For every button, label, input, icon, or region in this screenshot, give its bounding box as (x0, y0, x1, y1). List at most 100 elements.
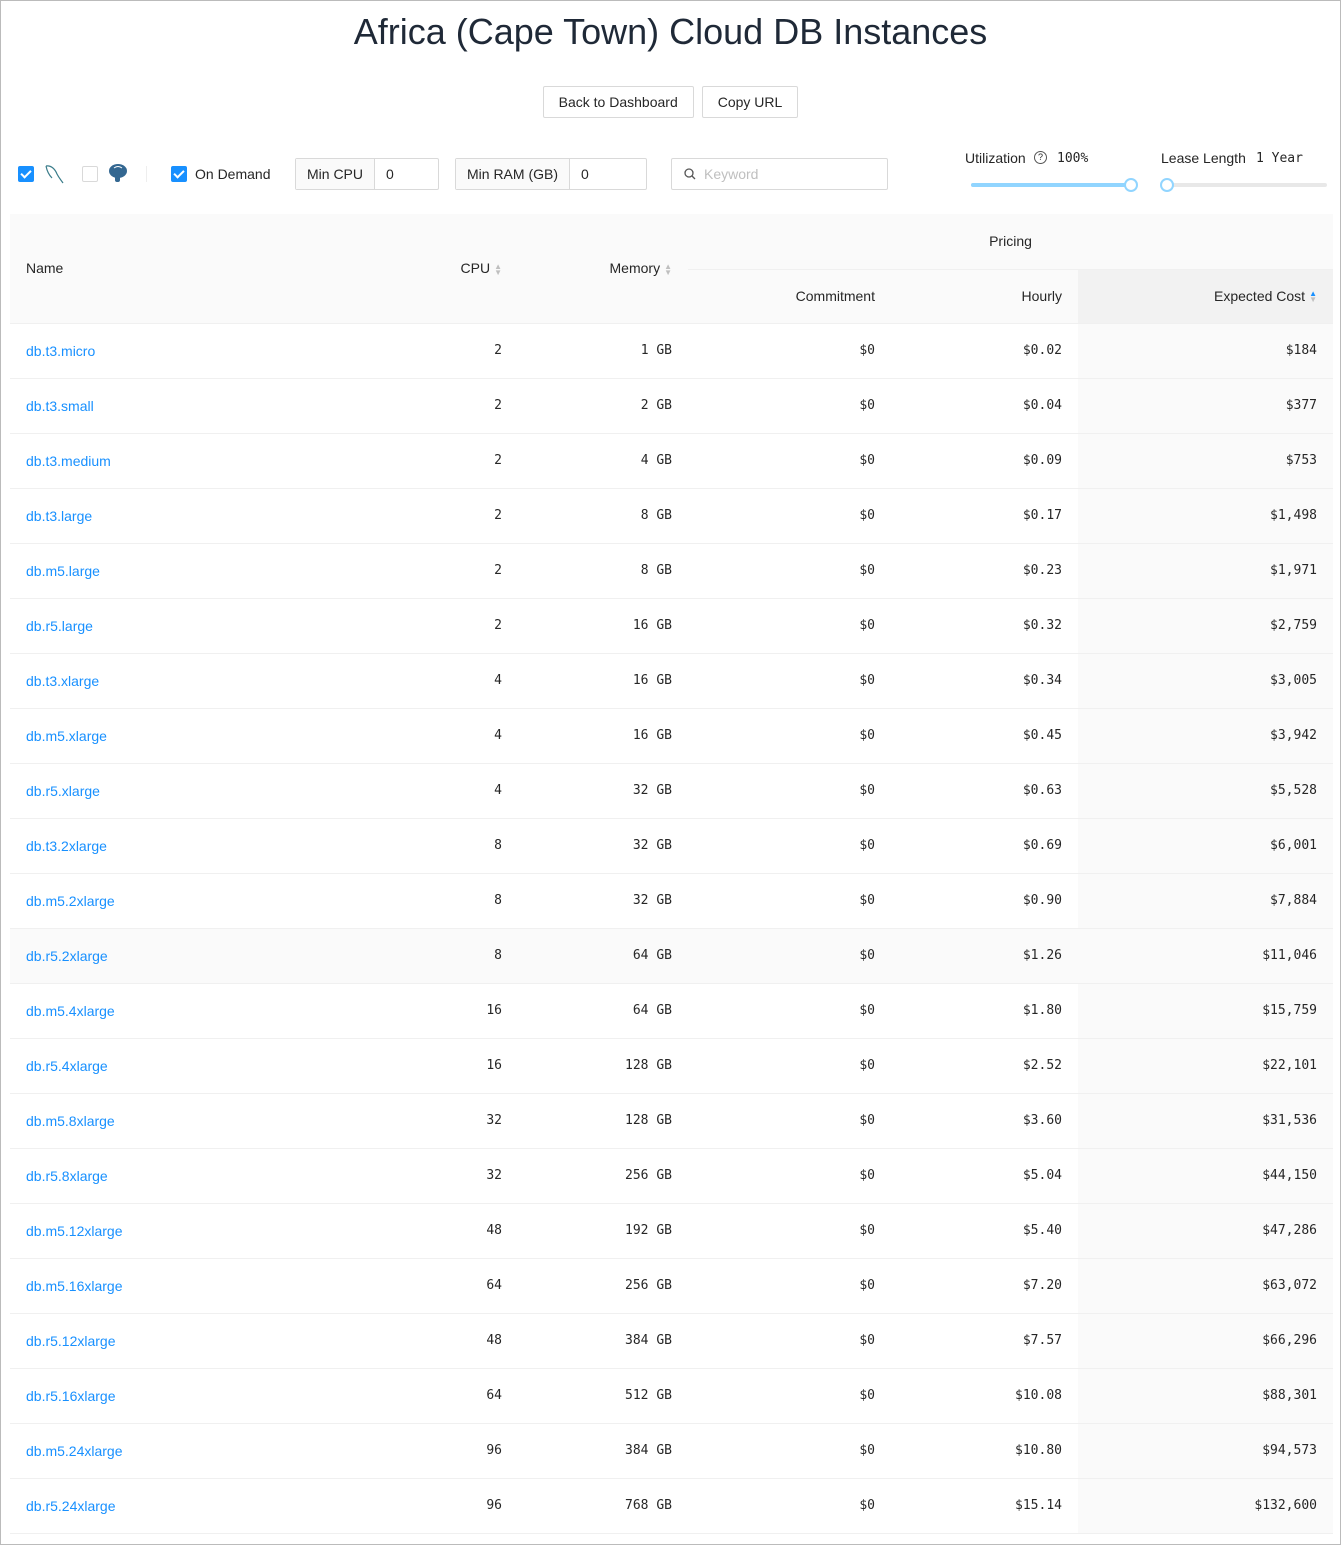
expected-cost-cell: $22,101 (1078, 1038, 1333, 1094)
commitment-cell: $0 (688, 653, 891, 709)
instance-name-link[interactable]: db.r5.16xlarge (26, 1387, 116, 1404)
table-row: db.t3.xlarge 4 16 GB $0 $0.34 $3,005 (10, 653, 1333, 709)
postgres-elephant-icon (109, 164, 127, 182)
column-header-expected-cost[interactable]: Expected Cost ▲ ▼ (1078, 269, 1333, 324)
cpu-cell: 16 (348, 1038, 518, 1094)
table-row: db.r5.12xlarge 48 384 GB $0 $7.57 $66,296 (10, 1313, 1333, 1369)
instance-name-link[interactable]: db.t3.micro (26, 342, 96, 359)
commitment-cell: $0 (688, 708, 891, 764)
sort-ascending-icon[interactable]: ▲ ▼ (1309, 289, 1317, 305)
table-row: db.r5.large 2 16 GB $0 $0.32 $2,759 (10, 598, 1333, 654)
sort-icon[interactable]: ▲ ▼ (494, 261, 502, 277)
instance-name-link[interactable]: db.m5.8xlarge (26, 1112, 115, 1129)
instance-name-link[interactable]: db.r5.xlarge (26, 782, 100, 799)
commitment-cell: $0 (688, 1313, 891, 1369)
instance-name-link[interactable]: db.t3.2xlarge (26, 837, 107, 854)
memory-cell: 128 GB (518, 1093, 688, 1149)
min-ram-input[interactable]: Min RAM (GB) 0 (455, 158, 647, 190)
instance-name-link[interactable]: db.m5.24xlarge (26, 1442, 123, 1459)
instance-name-link[interactable]: db.m5.12xlarge (26, 1222, 123, 1239)
hourly-cell: $0.45 (891, 708, 1078, 764)
cpu-cell: 2 (348, 378, 518, 434)
memory-cell: 32 GB (518, 763, 688, 819)
cpu-cell: 64 (348, 1258, 518, 1314)
cpu-cell: 2 (348, 488, 518, 544)
table-row: db.m5.2xlarge 8 32 GB $0 $0.90 $7,884 (10, 873, 1333, 929)
min-cpu-label: Min CPU (296, 159, 376, 189)
memory-cell: 384 GB (518, 1423, 688, 1479)
column-header-cpu[interactable]: CPU ▲ ▼ (348, 214, 518, 324)
cpu-cell: 2 (348, 598, 518, 654)
utilization-label: Utilization (965, 150, 1026, 166)
instance-name-link[interactable]: db.m5.16xlarge (26, 1277, 123, 1294)
keyword-search-input[interactable]: Keyword (671, 158, 888, 190)
table-row: db.m5.large 2 8 GB $0 $0.23 $1,971 (10, 543, 1333, 599)
instance-name-link[interactable]: db.m5.2xlarge (26, 892, 115, 909)
expected-cost-cell: $5,528 (1078, 763, 1333, 819)
commitment-cell: $0 (688, 1368, 891, 1424)
keyword-placeholder: Keyword (704, 166, 759, 182)
memory-cell: 128 GB (518, 1038, 688, 1094)
cpu-cell: 32 (348, 1093, 518, 1149)
instance-name-link[interactable]: db.r5.12xlarge (26, 1332, 116, 1349)
back-to-dashboard-button[interactable]: Back to Dashboard (542, 86, 694, 118)
cpu-cell: 8 (348, 873, 518, 929)
memory-cell: 512 GB (518, 1368, 688, 1424)
instance-name-link[interactable]: db.t3.xlarge (26, 672, 100, 689)
utilization-value: 100% (1057, 151, 1089, 166)
instance-name-link[interactable]: db.t3.large (26, 507, 93, 524)
sort-icon[interactable]: ▲ ▼ (664, 261, 672, 277)
name-cell: db.m5.24xlarge (10, 1423, 348, 1479)
instance-name-link[interactable]: db.m5.xlarge (26, 727, 107, 744)
cpu-cell: 48 (348, 1313, 518, 1369)
mysql-checkbox[interactable] (18, 166, 34, 182)
min-cpu-value[interactable]: 0 (386, 166, 394, 182)
commitment-cell: $0 (688, 598, 891, 654)
expected-cost-cell: $132,600 (1078, 1478, 1333, 1534)
instance-name-link[interactable]: db.r5.4xlarge (26, 1057, 108, 1074)
hourly-cell: $2.52 (891, 1038, 1078, 1094)
name-cell: db.r5.8xlarge (10, 1148, 348, 1204)
min-cpu-input[interactable]: Min CPU 0 (295, 158, 439, 190)
instance-name-link[interactable]: db.m5.4xlarge (26, 1002, 115, 1019)
cpu-cell: 2 (348, 543, 518, 599)
name-cell: db.r5.large (10, 598, 348, 654)
name-cell: db.m5.4xlarge (10, 983, 348, 1039)
hourly-cell: $7.20 (891, 1258, 1078, 1314)
instance-name-link[interactable]: db.t3.small (26, 397, 94, 414)
help-icon[interactable]: ? (1034, 151, 1047, 164)
instance-name-link[interactable]: db.m5.large (26, 562, 100, 579)
commitment-cell: $0 (688, 763, 891, 819)
postgres-checkbox[interactable] (82, 166, 98, 182)
lease-length-slider-handle[interactable] (1160, 178, 1174, 192)
name-cell: db.t3.small (10, 378, 348, 434)
name-cell: db.t3.medium (10, 433, 348, 489)
hourly-cell: $7.57 (891, 1313, 1078, 1369)
instance-name-link[interactable]: db.r5.large (26, 617, 93, 634)
min-ram-label: Min RAM (GB) (456, 159, 570, 189)
lease-length-slider[interactable] (1167, 183, 1327, 187)
hourly-cell: $0.63 (891, 763, 1078, 819)
copy-url-button[interactable]: Copy URL (701, 86, 799, 118)
expected-cost-cell: $47,286 (1078, 1203, 1333, 1259)
min-ram-value[interactable]: 0 (581, 166, 589, 182)
commitment-cell: $0 (688, 1203, 891, 1259)
commitment-cell: $0 (688, 488, 891, 544)
instance-name-link[interactable]: db.r5.2xlarge (26, 947, 108, 964)
memory-cell: 16 GB (518, 598, 688, 654)
name-cell: db.r5.24xlarge (10, 1478, 348, 1534)
instance-name-link[interactable]: db.r5.8xlarge (26, 1167, 108, 1184)
column-header-memory[interactable]: Memory ▲ ▼ (518, 214, 688, 324)
instance-name-link[interactable]: db.t3.medium (26, 452, 111, 469)
utilization-slider-handle[interactable] (1124, 178, 1138, 192)
cpu-cell: 2 (348, 323, 518, 379)
hourly-cell: $0.17 (891, 488, 1078, 544)
name-cell: db.r5.16xlarge (10, 1368, 348, 1424)
on-demand-checkbox[interactable] (171, 166, 187, 182)
expected-cost-cell: $377 (1078, 378, 1333, 434)
cpu-cell: 96 (348, 1478, 518, 1534)
table-row: db.m5.4xlarge 16 64 GB $0 $1.80 $15,759 (10, 983, 1333, 1039)
name-cell: db.m5.2xlarge (10, 873, 348, 929)
instance-name-link[interactable]: db.r5.24xlarge (26, 1497, 116, 1514)
memory-cell: 32 GB (518, 818, 688, 874)
